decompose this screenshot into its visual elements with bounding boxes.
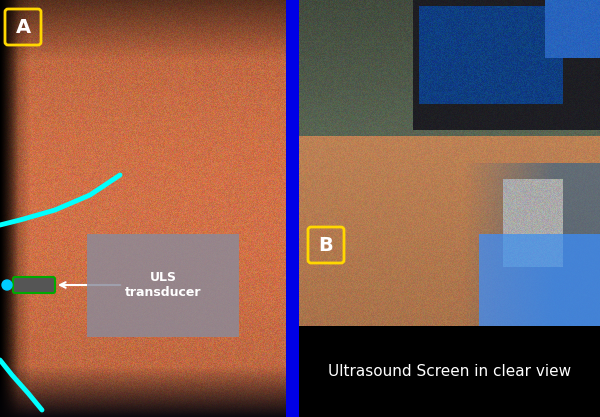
- FancyBboxPatch shape: [13, 277, 55, 293]
- Circle shape: [2, 280, 12, 290]
- Text: ULS
transducer: ULS transducer: [125, 271, 201, 299]
- Text: Ultrasound Screen in clear view: Ultrasound Screen in clear view: [328, 364, 571, 379]
- Text: B: B: [319, 236, 334, 254]
- Text: A: A: [16, 18, 31, 37]
